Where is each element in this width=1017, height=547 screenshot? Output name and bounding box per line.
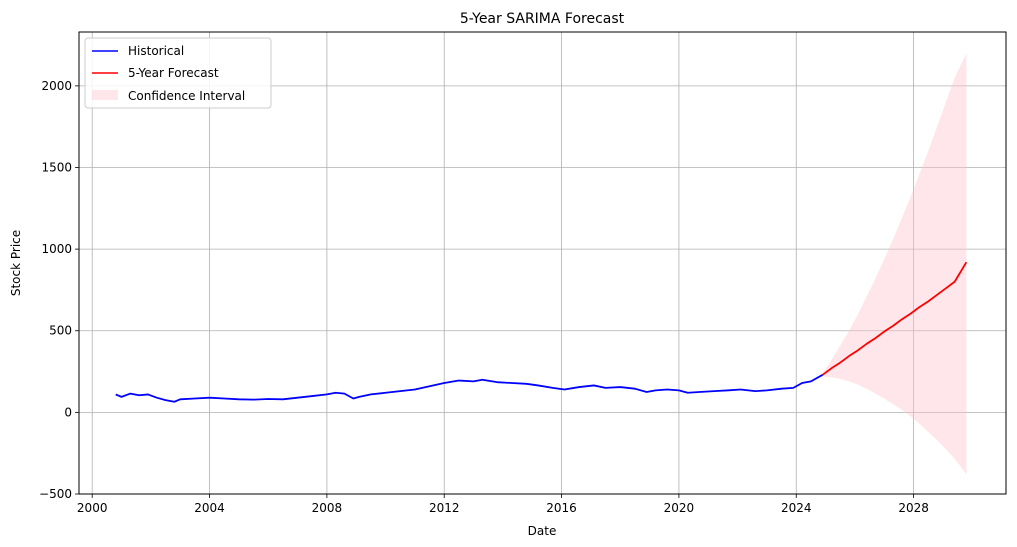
x-tick-label: 2024 (781, 501, 812, 515)
legend-swatch-interval (92, 90, 118, 100)
y-axis-ticks: −500 0 500 1000 1500 2000 (39, 79, 79, 501)
y-tick-label: 500 (49, 324, 72, 338)
y-tick-label: 2000 (41, 79, 72, 93)
plot-frame (78, 31, 1007, 495)
legend: Historical 5-Year Forecast Confidence In… (84, 37, 272, 109)
chart-title: 5-Year SARIMA Forecast (460, 11, 625, 27)
y-tick-label: 1500 (41, 160, 72, 174)
legend-label-interval: Confidence Interval (128, 89, 245, 103)
historical-line (115, 374, 824, 403)
y-tick-label: 1000 (41, 242, 72, 256)
x-axis-label: Date (528, 524, 557, 538)
series-lines (115, 261, 968, 403)
x-tick-label: 2020 (664, 501, 695, 515)
x-tick-label: 2000 (77, 501, 108, 515)
legend-label-historical: Historical (128, 44, 184, 58)
x-tick-label: 2016 (546, 501, 577, 515)
x-tick-label: 2008 (312, 501, 343, 515)
confidence-interval-area (822, 53, 967, 475)
y-axis-label: Stock Price (9, 230, 23, 296)
confidence-band (822, 53, 967, 475)
legend-label-forecast: 5-Year Forecast (128, 66, 219, 80)
y-tick-label: −500 (39, 487, 72, 501)
y-tick-label: 0 (64, 405, 72, 419)
legend-box (84, 37, 272, 109)
forecast-line (822, 261, 968, 376)
x-tick-label: 2004 (194, 501, 225, 515)
x-tick-label: 2028 (898, 501, 929, 515)
x-axis-ticks: 2000 2004 2008 2012 2016 2020 2024 2028 (77, 494, 929, 515)
x-tick-label: 2012 (429, 501, 460, 515)
